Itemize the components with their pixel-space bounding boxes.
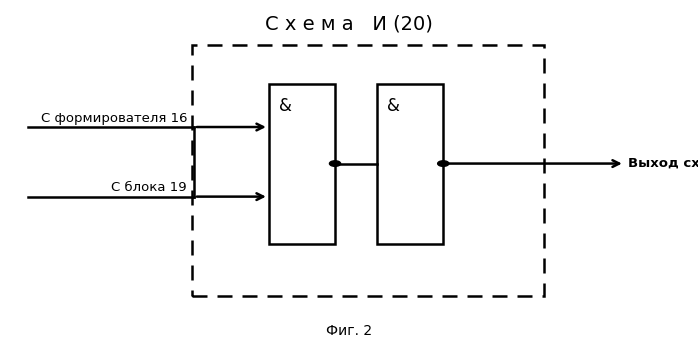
Text: Выход схемы и: Выход схемы и: [628, 157, 698, 170]
Circle shape: [329, 161, 341, 166]
Text: &: &: [387, 97, 400, 116]
Text: Фиг. 2: Фиг. 2: [326, 324, 372, 338]
Text: &: &: [279, 97, 292, 116]
Text: С формирователя 16: С формирователя 16: [40, 112, 187, 125]
Text: С х е м а   И (20): С х е м а И (20): [265, 15, 433, 34]
Circle shape: [438, 161, 449, 166]
Text: С блока 19: С блока 19: [112, 181, 187, 195]
Bar: [192, 45, 544, 296]
Bar: [377, 84, 443, 244]
Bar: [269, 84, 335, 244]
